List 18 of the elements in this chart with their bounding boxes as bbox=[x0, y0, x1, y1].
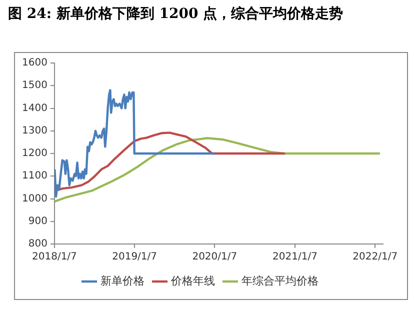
y-tick-label: 1600 bbox=[22, 58, 48, 69]
y-tick-label: 1000 bbox=[22, 193, 48, 204]
y-tick-label: 1100 bbox=[22, 170, 48, 182]
legend-label: 价格年线 bbox=[170, 274, 215, 288]
y-tick-label: 1200 bbox=[22, 148, 48, 160]
x-tick-label: 2021/1/7 bbox=[272, 252, 318, 263]
x-tick-label: 2019/1/7 bbox=[112, 252, 158, 263]
y-tick-label: 800 bbox=[28, 238, 48, 250]
x-tick-label: 2022/1/7 bbox=[352, 252, 398, 263]
chart-title: 图 24: 新单价格下降到 1200 点，综合平均价格走势 bbox=[8, 4, 344, 24]
x-tick-label: 2018/1/7 bbox=[32, 252, 77, 263]
y-tick-label: 1300 bbox=[22, 125, 48, 136]
x-tick-label: 2020/1/7 bbox=[192, 252, 238, 263]
y-tick-label: 1400 bbox=[22, 102, 48, 114]
y-tick-label: 1500 bbox=[22, 80, 48, 92]
legend-label: 年综合平均价格 bbox=[241, 274, 318, 288]
y-tick-label: 900 bbox=[28, 216, 48, 227]
legend-label: 新单价格 bbox=[100, 274, 144, 288]
